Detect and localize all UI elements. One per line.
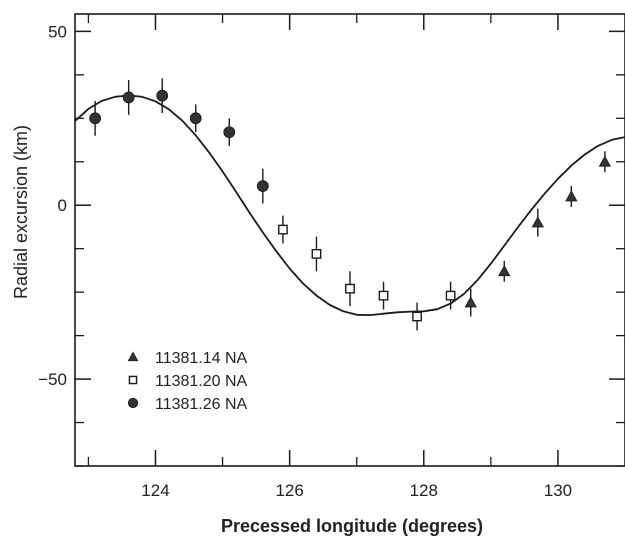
x-tick-label: 130 <box>544 481 572 500</box>
fit-curve-layer <box>74 94 625 316</box>
circle-marker <box>127 397 139 409</box>
triangle-marker <box>565 190 578 202</box>
x-tick-label: 124 <box>141 481 169 500</box>
square-marker <box>345 283 355 294</box>
square-marker <box>128 375 138 385</box>
y-tick-label: 0 <box>58 196 67 215</box>
plot-frame <box>74 13 625 467</box>
square-marker <box>445 290 456 301</box>
y-axis-ticks: −50 0 50 <box>38 22 625 467</box>
circle-marker <box>89 112 102 125</box>
x-tick-label: 126 <box>275 481 303 500</box>
x-axis-ticks: 124 126 128 130 <box>87 14 572 500</box>
triangle-marker <box>598 155 612 167</box>
legend-entry-label: 11381.26 NA <box>155 396 248 413</box>
fit-curve <box>74 94 625 316</box>
square-marker <box>278 224 288 235</box>
y-tick-label: −50 <box>38 370 67 389</box>
x-tick-label: 128 <box>410 481 438 500</box>
y-axis-title: Radial excursion (km) <box>11 125 31 299</box>
triangle-marker <box>531 216 544 228</box>
circle-marker <box>189 112 202 125</box>
legend-entry-label: 11381.20 NA <box>155 373 248 390</box>
circle-marker <box>223 126 236 139</box>
legend: 11381.14 NA 11381.20 NA 11381.26 NA <box>127 350 248 413</box>
square-marker <box>412 311 422 322</box>
y-tick-label: 50 <box>48 22 67 41</box>
triangle-marker <box>498 264 511 277</box>
circle-marker <box>156 89 169 102</box>
data-points-layer <box>89 78 612 331</box>
circle-marker <box>256 180 269 193</box>
legend-entry-label: 11381.14 NA <box>155 350 248 367</box>
square-marker <box>378 290 389 301</box>
square-marker <box>311 249 322 259</box>
triangle-marker <box>127 351 139 362</box>
triangle-marker <box>464 296 477 308</box>
circle-marker <box>122 91 135 104</box>
x-axis-title: Precessed longitude (degrees) <box>221 516 483 536</box>
